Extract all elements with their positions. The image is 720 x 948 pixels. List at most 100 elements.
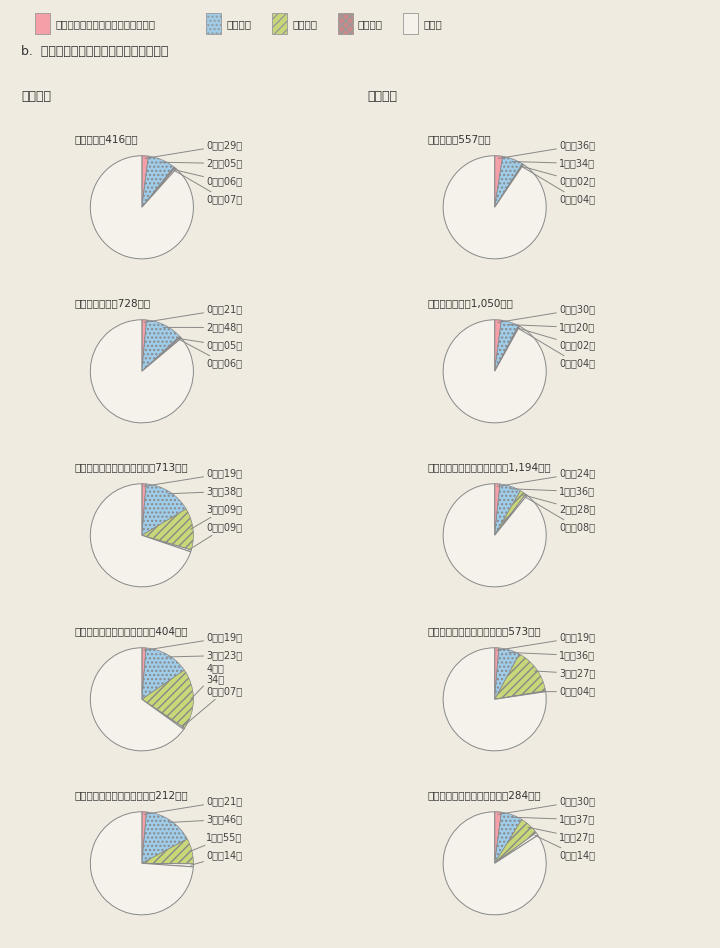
Bar	[338, 13, 353, 34]
Wedge shape	[142, 337, 181, 372]
Wedge shape	[90, 483, 191, 587]
Text: 1時間27分: 1時間27分	[528, 828, 595, 843]
Text: 0時間07分: 0時間07分	[182, 686, 243, 727]
Text: 0時間19分: 0時間19分	[144, 632, 243, 650]
Wedge shape	[495, 832, 538, 864]
Text: 介護時間: 介護時間	[358, 19, 383, 28]
Text: 4時間
34分: 4時間 34分	[191, 663, 225, 699]
Wedge shape	[443, 811, 546, 915]
Wedge shape	[495, 647, 519, 700]
Wedge shape	[142, 155, 148, 208]
Text: 0時間30分: 0時間30分	[498, 304, 595, 322]
Wedge shape	[443, 155, 546, 259]
Wedge shape	[90, 647, 184, 751]
Wedge shape	[142, 319, 147, 372]
Text: 3時間27分: 3時間27分	[535, 668, 595, 679]
Wedge shape	[495, 319, 501, 372]
Wedge shape	[495, 812, 522, 864]
Text: 0時間05分: 0時間05分	[178, 338, 243, 351]
Wedge shape	[142, 670, 194, 728]
Text: 0時間29分: 0時間29分	[145, 140, 243, 158]
Bar	[272, 13, 287, 34]
Wedge shape	[142, 337, 181, 372]
Text: 0時間02分: 0時間02分	[521, 166, 595, 187]
Text: 3時間23分: 3時間23分	[166, 650, 243, 661]
Bar	[403, 13, 418, 34]
Text: 0時間24分: 0時間24分	[498, 468, 595, 486]
Wedge shape	[443, 319, 546, 423]
Bar	[207, 13, 221, 34]
Wedge shape	[142, 483, 146, 536]
Text: 仕事等時間（学業，通勤時間含む）: 仕事等時間（学業，通勤時間含む）	[55, 19, 156, 28]
Wedge shape	[142, 156, 174, 208]
Wedge shape	[142, 320, 180, 372]
Wedge shape	[142, 700, 184, 729]
Text: 夫婦＋子供（就学前）世帯（713人）: 夫婦＋子供（就学前）世帯（713人）	[75, 462, 189, 472]
Text: （女性）: （女性）	[22, 90, 51, 103]
Text: 1時間34分: 1時間34分	[512, 158, 595, 169]
Wedge shape	[495, 819, 536, 864]
Text: 夫婦のみ世帯（1,050人）: 夫婦のみ世帯（1,050人）	[428, 298, 513, 308]
Wedge shape	[495, 155, 503, 208]
Text: 家事時間: 家事時間	[227, 19, 252, 28]
Text: 0時間07分: 0時間07分	[174, 171, 243, 205]
Text: 1時間55分: 1時間55分	[189, 832, 243, 851]
Wedge shape	[142, 839, 194, 864]
Text: 0時間36分: 0時間36分	[498, 140, 595, 158]
Text: 0時間30分: 0時間30分	[498, 796, 595, 814]
Wedge shape	[495, 494, 527, 536]
Wedge shape	[142, 647, 184, 700]
Wedge shape	[142, 483, 186, 536]
Text: （男性）: （男性）	[367, 90, 397, 103]
Text: 夫婦＋子供（小学生）世帯（573人）: 夫婦＋子供（小学生）世帯（573人）	[428, 626, 541, 636]
Wedge shape	[142, 811, 147, 864]
Text: 単独世帯（416人）: 単独世帯（416人）	[75, 134, 138, 144]
Wedge shape	[495, 320, 518, 372]
Text: 1時間36分: 1時間36分	[510, 486, 595, 497]
Text: 0時間04分: 0時間04分	[522, 167, 595, 205]
Text: 3時間09分: 3時間09分	[191, 504, 243, 529]
Text: 1時間20分: 1時間20分	[509, 322, 595, 333]
Text: b.  仕事をしている人の「仕事のない日」: b. 仕事をしている人の「仕事のない日」	[22, 46, 168, 58]
Text: 夫婦のみ世帯（728人）: 夫婦のみ世帯（728人）	[75, 298, 151, 308]
Text: 1時間36分: 1時間36分	[509, 650, 595, 661]
Wedge shape	[142, 167, 175, 208]
Text: 0時間04分: 0時間04分	[518, 328, 595, 369]
Text: 3時間46分: 3時間46分	[169, 814, 243, 825]
Wedge shape	[90, 155, 194, 259]
Wedge shape	[495, 164, 523, 208]
Text: 3時間38分: 3時間38分	[168, 486, 243, 497]
Text: その他: その他	[423, 19, 442, 28]
Text: 0時間19分: 0時間19分	[144, 468, 243, 486]
Bar	[35, 13, 50, 34]
Text: 0時間02分: 0時間02分	[518, 328, 595, 351]
Text: 0時間09分: 0時間09分	[189, 522, 243, 550]
Text: 0時間06分: 0時間06分	[173, 170, 243, 187]
Text: 夫婦＋子供（就学前）世帯（1,194人）: 夫婦＋子供（就学前）世帯（1,194人）	[428, 462, 552, 472]
Wedge shape	[495, 491, 526, 536]
Wedge shape	[495, 156, 523, 208]
Text: 1時間37分: 1時間37分	[511, 814, 595, 825]
Text: 0時間14分: 0時間14分	[191, 850, 243, 866]
Wedge shape	[495, 326, 520, 372]
Text: 0時間19分: 0時間19分	[497, 632, 595, 650]
Text: 0時間14分: 0時間14分	[535, 835, 595, 861]
Wedge shape	[90, 811, 193, 915]
Wedge shape	[495, 164, 523, 208]
Wedge shape	[495, 811, 501, 864]
Wedge shape	[495, 647, 499, 700]
Text: 夫婦＋子供（中学生）世帯（212人）: 夫婦＋子供（中学生）世帯（212人）	[75, 790, 189, 800]
Wedge shape	[495, 483, 500, 536]
Text: 2時間28分: 2時間28分	[522, 495, 595, 515]
Text: 0時間08分: 0時間08分	[525, 497, 595, 533]
Wedge shape	[495, 484, 521, 536]
Wedge shape	[495, 691, 546, 700]
Text: 単独世帯（557人）: 単独世帯（557人）	[428, 134, 491, 144]
Text: 2時間48分: 2時間48分	[163, 322, 243, 333]
Text: 0時間04分: 0時間04分	[543, 686, 595, 697]
Text: 0時間21分: 0時間21分	[144, 304, 243, 322]
Wedge shape	[90, 319, 194, 423]
Text: 0時間06分: 0時間06分	[179, 339, 243, 369]
Text: 育児時間: 育児時間	[292, 19, 318, 28]
Wedge shape	[142, 812, 187, 864]
